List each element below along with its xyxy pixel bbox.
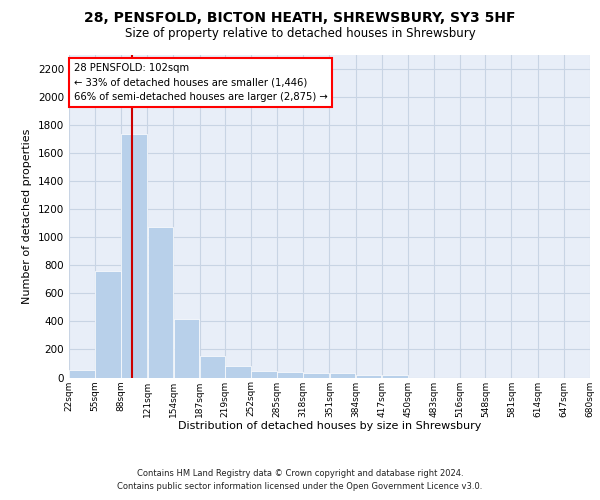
Bar [329, 374, 355, 378]
Bar [277, 372, 303, 378]
Bar [148, 228, 173, 378]
Bar [173, 320, 199, 378]
Text: Size of property relative to detached houses in Shrewsbury: Size of property relative to detached ho… [125, 27, 475, 40]
Y-axis label: Number of detached properties: Number of detached properties [22, 128, 32, 304]
Bar [304, 374, 329, 378]
Text: 28 PENSFOLD: 102sqm
← 33% of detached houses are smaller (1,446)
66% of semi-det: 28 PENSFOLD: 102sqm ← 33% of detached ho… [74, 62, 328, 102]
Text: Distribution of detached houses by size in Shrewsbury: Distribution of detached houses by size … [178, 421, 481, 431]
Bar [225, 366, 251, 378]
Bar [69, 370, 95, 378]
Bar [95, 271, 121, 378]
Bar [200, 356, 225, 378]
Bar [251, 371, 277, 378]
Text: 28, PENSFOLD, BICTON HEATH, SHREWSBURY, SY3 5HF: 28, PENSFOLD, BICTON HEATH, SHREWSBURY, … [84, 11, 516, 25]
Bar [382, 375, 407, 378]
Text: Contains HM Land Registry data © Crown copyright and database right 2024.
Contai: Contains HM Land Registry data © Crown c… [118, 470, 482, 491]
Bar [121, 134, 147, 378]
Bar [356, 375, 382, 378]
